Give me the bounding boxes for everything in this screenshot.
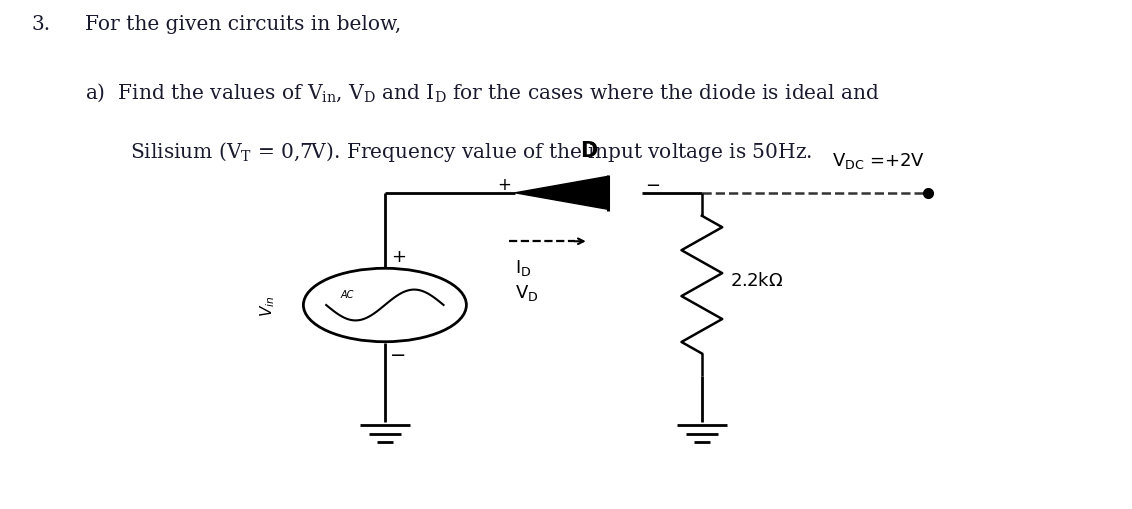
Text: Silisium ($\mathregular{V_T}$ = 0,7V). Frequency value of the input voltage is 5: Silisium ($\mathregular{V_T}$ = 0,7V). F… (130, 140, 813, 164)
Text: −: − (391, 345, 406, 364)
Text: AC: AC (340, 290, 353, 299)
Text: $\mathregular{V_D}$: $\mathregular{V_D}$ (515, 282, 539, 302)
Text: D: D (580, 140, 598, 160)
Text: a)  Find the values of $\mathregular{V_{in}}$, $\mathregular{V_D}$ and $\mathreg: a) Find the values of $\mathregular{V_{i… (85, 81, 880, 104)
Text: 2.2k$\Omega$: 2.2k$\Omega$ (730, 271, 783, 289)
Text: −: − (645, 177, 661, 195)
Text: $\mathregular{I_D}$: $\mathregular{I_D}$ (515, 257, 532, 277)
Text: $\mathregular{V_{DC}}$ =+2V: $\mathregular{V_{DC}}$ =+2V (832, 150, 925, 171)
Text: 3.: 3. (32, 15, 51, 34)
Text: +: + (391, 247, 406, 265)
Text: $V_{in}$: $V_{in}$ (258, 295, 276, 316)
Text: +: + (497, 175, 511, 193)
Polygon shape (515, 177, 609, 210)
Text: For the given circuits in below,: For the given circuits in below, (85, 15, 401, 34)
